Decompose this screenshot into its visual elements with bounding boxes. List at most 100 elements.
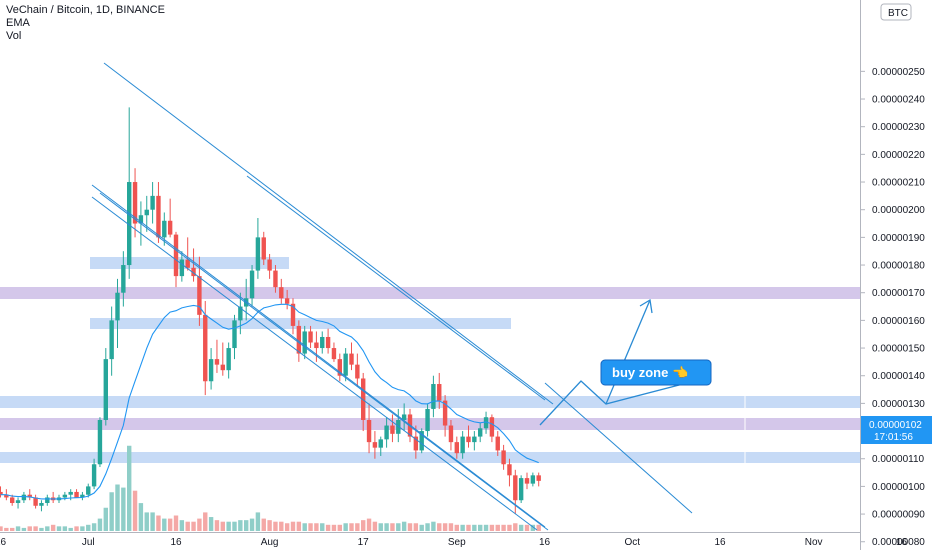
volume-bar [518, 524, 524, 531]
time-tick-label: 16 [170, 537, 182, 548]
candle [524, 472, 530, 490]
volume-bar [91, 523, 97, 531]
time-tick-label: Oct [625, 537, 641, 548]
candle-body [4, 494, 9, 498]
price-tick-label: 0.00000170 [872, 288, 925, 299]
candle [366, 403, 372, 454]
candle [33, 494, 38, 509]
candle [150, 182, 155, 224]
candle-body [530, 475, 536, 484]
volume-bar [483, 524, 489, 531]
volume-bar [15, 526, 21, 531]
candle-body [74, 491, 79, 498]
candle-body [167, 220, 173, 235]
volume-bar [244, 520, 249, 531]
candle-body [39, 503, 44, 506]
candle-body [314, 342, 319, 349]
symbol-title[interactable]: VeChain / Bitcoin, 1D, BINANCE [6, 4, 165, 16]
price-tick-label: 0.00000140 [872, 371, 925, 382]
zone-purple-lower [0, 418, 860, 430]
currency-badge[interactable]: BTC [880, 3, 912, 21]
volume-bar [425, 523, 430, 531]
price-tick-label: 0.00000090 [872, 510, 925, 521]
time-axis[interactable]: 16Jul16Aug17Sep16Oct16Nov16Dec16 [0, 537, 932, 548]
ema-legend-label[interactable]: EMA [6, 17, 30, 29]
volume-bar [390, 523, 395, 531]
candle [226, 342, 231, 379]
candle-body [378, 439, 383, 448]
volume-bar [138, 503, 144, 531]
volume-bar [460, 524, 465, 531]
trendline-lower-3 [99, 192, 549, 531]
candle [185, 237, 190, 271]
candle-body [320, 336, 325, 349]
candle-body [179, 259, 185, 277]
buy-zone-label: buy zone 👈 [612, 365, 688, 380]
volume-bar [45, 526, 50, 531]
candle-body [442, 400, 448, 426]
chart-legend: VeChain / Bitcoin, 1D, BINANCE EMA Vol [6, 4, 165, 43]
volume-bar [501, 524, 506, 531]
candle-body [325, 336, 331, 349]
candle [349, 342, 354, 371]
candle [39, 500, 44, 512]
candle [109, 306, 114, 376]
last-price-bg [861, 416, 932, 444]
projection-arrow-shaft [605, 299, 651, 405]
candle [279, 278, 284, 304]
candle-body [349, 353, 354, 365]
candle-body [361, 378, 366, 420]
candle-body [97, 419, 103, 465]
zone-blue-90 [0, 452, 860, 463]
candle-body [191, 267, 196, 277]
candle [483, 411, 489, 434]
time-tick-label: 16 [0, 537, 6, 548]
zones-layer [0, 257, 860, 463]
volume-bar [255, 512, 261, 531]
candle [284, 289, 290, 310]
candle-body [401, 414, 407, 420]
time-tick-label: 16 [896, 537, 908, 548]
price-tick-label: 0.00000240 [872, 95, 925, 106]
price-tick-label: 0.00000180 [872, 261, 925, 272]
candle [0, 486, 3, 498]
volume-bar [513, 523, 518, 531]
volume-bar [220, 521, 225, 531]
candle [331, 342, 337, 362]
volume-bar [109, 492, 114, 531]
trendline-lower-2 [91, 196, 538, 531]
volume-layer [0, 445, 541, 531]
volume-bar [524, 524, 530, 531]
candle-body [372, 442, 378, 448]
buy-zone-box [600, 359, 712, 386]
candle [378, 436, 383, 456]
candle-body [355, 364, 360, 379]
candle-body [156, 195, 161, 238]
price-tick-label: 0.00000200 [872, 205, 925, 216]
volume-bar [0, 526, 3, 531]
volume-bar [437, 523, 442, 531]
price-axis[interactable]: 0.00000250 0.00000240 0.00000230 0.00000220… [860, 67, 925, 550]
candle [320, 331, 325, 354]
volume-bar [191, 521, 196, 531]
trendline-upper-main [103, 62, 554, 405]
candle-body [150, 195, 155, 210]
candle-body [220, 364, 225, 371]
candle-body [86, 486, 91, 495]
buy-zone-callout[interactable]: buy zone 👈 [600, 359, 712, 386]
volume-bar [366, 518, 372, 531]
candle-body [483, 417, 489, 429]
volume-bar [372, 521, 378, 531]
candle-body [384, 425, 389, 440]
ema-line [0, 303, 539, 500]
volume-legend-label[interactable]: Vol [6, 30, 22, 42]
currency-badge-box [880, 3, 912, 21]
volume-bar [413, 523, 419, 531]
candle-body [437, 384, 442, 401]
candle-body [10, 497, 15, 504]
volume-bar [203, 512, 208, 531]
volume-bar [454, 524, 459, 531]
time-tick-label: 17 [358, 537, 370, 548]
